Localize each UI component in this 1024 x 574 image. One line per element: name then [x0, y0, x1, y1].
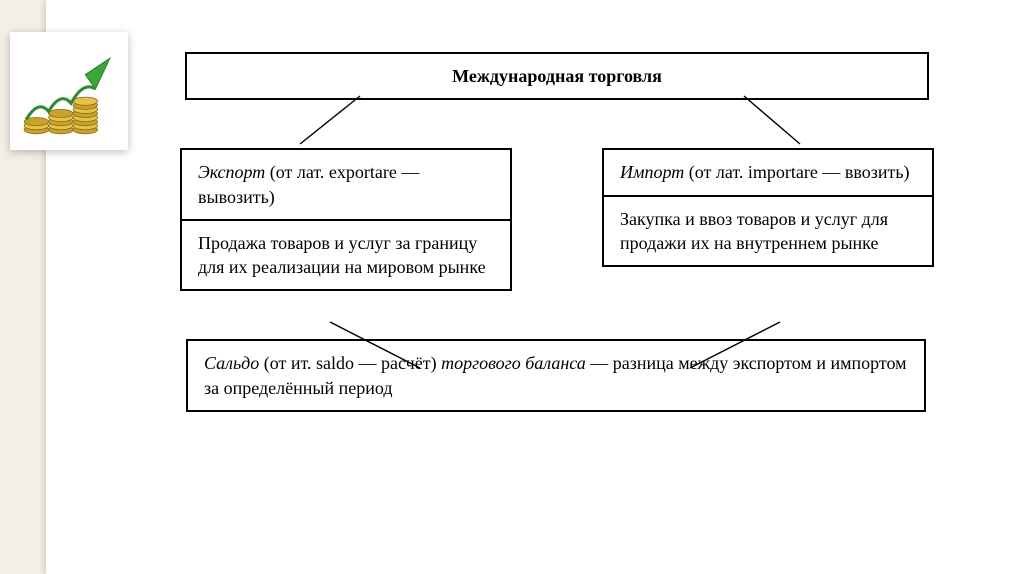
title-text: Международная торговля	[452, 66, 662, 86]
import-term: Импорт	[620, 162, 684, 182]
saldo-span1: (от ит. saldo — расчёт)	[259, 353, 441, 373]
middle-row: Экспорт (от лат. exportare — вывозить) П…	[180, 148, 934, 291]
saldo-italic1: Сальдо	[204, 353, 259, 373]
trade-diagram: Международная торговля Экспорт (от лат. …	[180, 52, 934, 412]
import-desc-box: Закупка и ввоз товаров и услуг для прода…	[602, 195, 934, 268]
import-term-box: Импорт (от лат. importare — ввозить)	[602, 148, 934, 194]
saldo-italic2: торгового баланса	[441, 353, 586, 373]
import-term-suffix: (от лат. importare — ввозить)	[684, 162, 909, 182]
export-column: Экспорт (от лат. exportare — вывозить) П…	[180, 148, 512, 291]
export-term: Экспорт	[198, 162, 265, 182]
coins-growth-icon	[10, 32, 128, 150]
export-desc-box: Продажа товаров и услуг за границу для и…	[180, 219, 512, 292]
page-sheet: Международная торговля Экспорт (от лат. …	[46, 0, 1024, 574]
saldo-box: Сальдо (от ит. saldo — расчёт) торгового…	[186, 339, 926, 412]
export-term-box: Экспорт (от лат. exportare — вывозить)	[180, 148, 512, 219]
export-desc: Продажа товаров и услуг за границу для и…	[198, 233, 486, 277]
title-box: Международная торговля	[185, 52, 929, 100]
import-column: Импорт (от лат. importare — ввозить) Зак…	[602, 148, 934, 291]
import-desc: Закупка и ввоз товаров и услуг для прода…	[620, 209, 888, 253]
